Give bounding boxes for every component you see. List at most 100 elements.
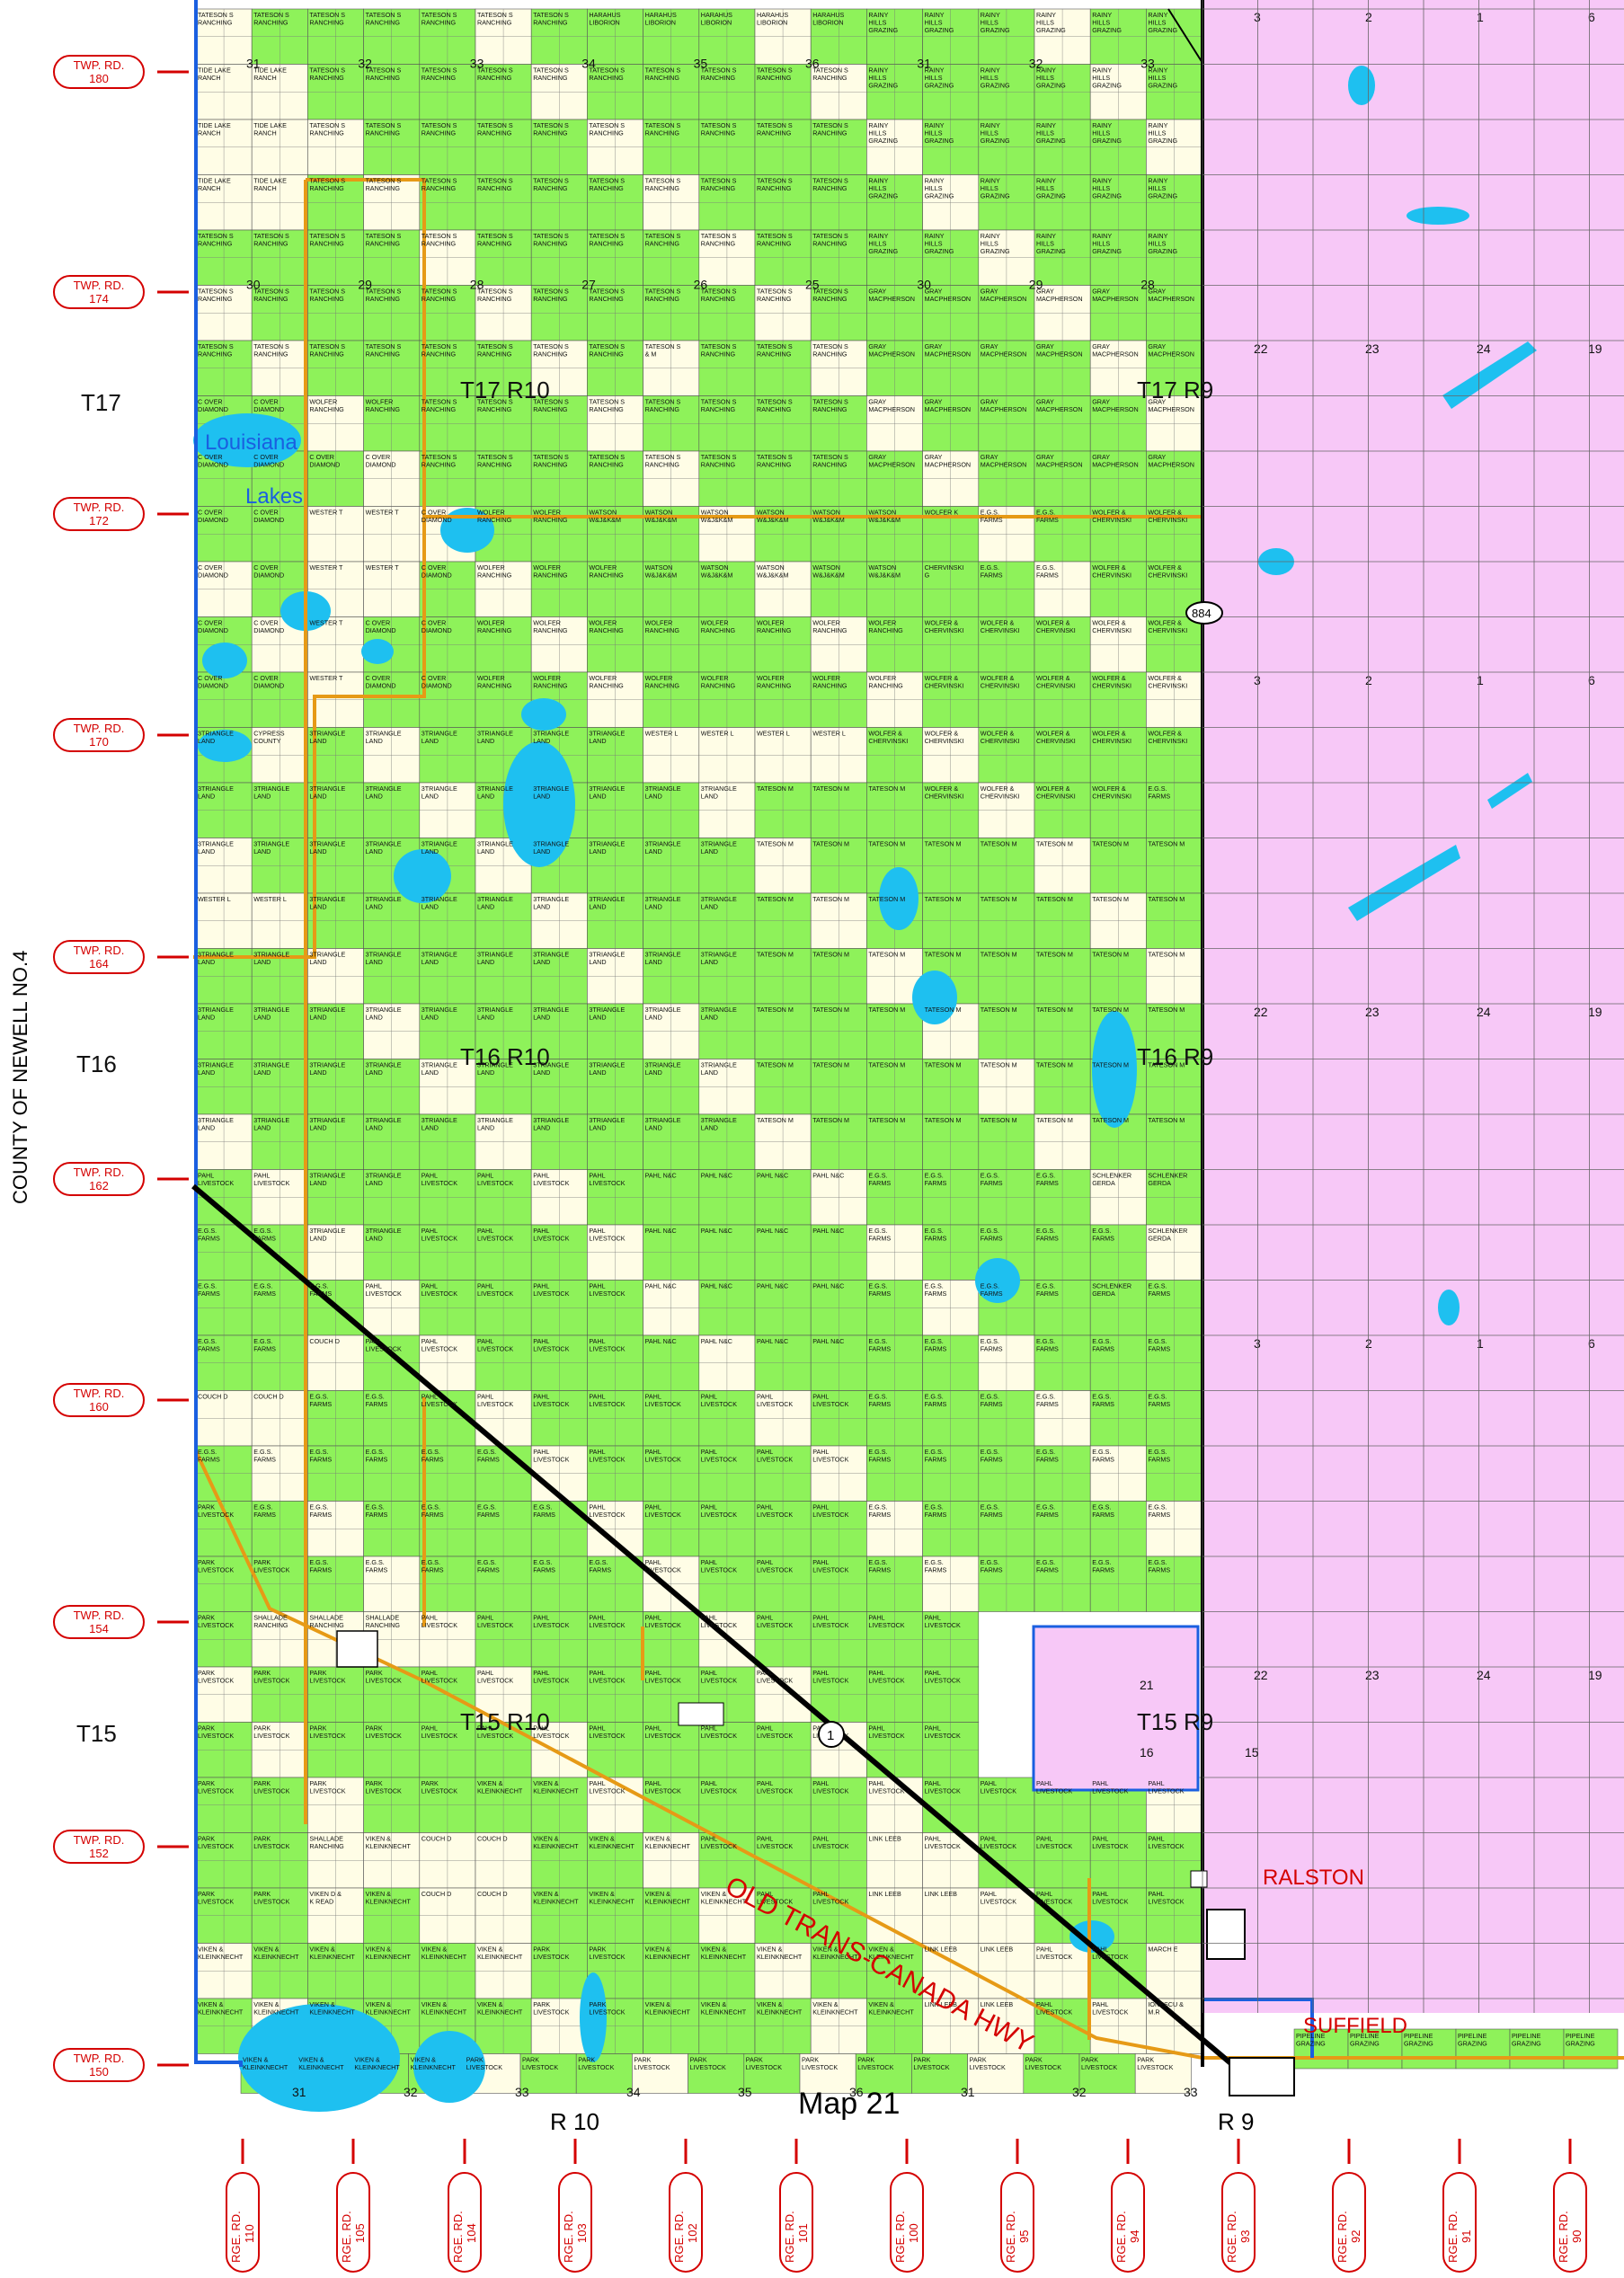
owner-label: WOLFER & CHERVINSKI: [1092, 509, 1131, 525]
parcel-cell: [855, 2053, 912, 2094]
owner-label: WOLFER & CHERVINSKI: [981, 619, 1020, 635]
section-number: 19: [1588, 341, 1602, 356]
owner-label: WESTER T: [309, 563, 343, 572]
owner-label: WATSON W&J&K&M: [701, 509, 733, 525]
section-number: 33: [1184, 2085, 1198, 2099]
owner-label: TATESON M: [925, 840, 962, 848]
owner-label: TATESON S RANCHING: [701, 342, 737, 359]
owner-label: WATSON W&J&K&M: [812, 509, 845, 525]
owner-label: TATESON S RANCHING: [645, 66, 681, 83]
owner-label: TATESON S RANCHING: [757, 453, 793, 469]
owner-label: TATESON S RANCHING: [422, 11, 457, 27]
owner-label: WATSON W&J&K&M: [589, 509, 621, 525]
section-number: 33: [1140, 57, 1155, 71]
owner-label: WOLFER & CHERVINSKI: [925, 619, 964, 635]
section-number: 1: [1477, 673, 1484, 687]
owner-label: TATESON S RANCHING: [645, 177, 681, 193]
owner-label: TATESON M: [1092, 951, 1129, 959]
section-number: 19: [1588, 1005, 1602, 1019]
range-r10-label: R 10: [550, 2108, 599, 2135]
t16r10-label: T16 R10: [460, 1043, 550, 1070]
section-number: 32: [404, 2085, 418, 2099]
owner-label: PIPELINE GRAZING: [1458, 2032, 1487, 2048]
owner-label: PAHL N&C: [645, 1172, 677, 1180]
owner-label: LINK LEEB: [868, 1835, 901, 1843]
parcel-cell: [1078, 2053, 1136, 2094]
owner-label: TATESON M: [981, 1006, 1017, 1014]
owner-label: TATESON S RANCHING: [477, 342, 513, 359]
owner-label: TATESON S RANCHING: [757, 342, 793, 359]
owner-label: TATESON S RANCHING: [309, 66, 345, 83]
owner-label: TATESON M: [1036, 951, 1073, 959]
section-number: 23: [1365, 341, 1380, 356]
t17r10-label: T17 R10: [460, 377, 550, 403]
owner-label: TATESON S RANCHING: [309, 121, 345, 137]
owner-label: PIPELINE GRAZING: [1512, 2032, 1541, 2048]
owner-label: TATESON M: [925, 951, 962, 959]
twp-road-number: 174: [89, 292, 109, 306]
owner-label: WOLFER & CHERVINSKI: [925, 730, 964, 746]
section-number: 23: [1365, 1668, 1380, 1682]
owner-label: TATESON S RANCHING: [422, 232, 457, 248]
section-number: 21: [1140, 1678, 1154, 1692]
section-number: 35: [738, 2085, 752, 2099]
owner-label: WOLFER & CHERVINSKI: [1092, 674, 1131, 690]
owner-label: TATESON M: [868, 1006, 905, 1014]
parcel-cell: [967, 2053, 1025, 2094]
owner-label: TATESON M: [757, 951, 794, 959]
owner-label: TATESON S RANCHING: [477, 232, 513, 248]
owner-label: WESTER T: [309, 674, 343, 682]
twp-road-prefix: TWP. RD.: [74, 944, 125, 957]
owner-label: COUCH D: [422, 1835, 452, 1843]
owner-label: TATESON S RANCHING: [422, 66, 457, 83]
owner-label: TATESON S RANCHING: [645, 232, 681, 248]
owner-label: TATESON M: [1148, 840, 1185, 848]
owner-label: WESTER L: [198, 895, 231, 903]
section-number: 15: [1245, 1745, 1259, 1759]
owner-label: HARAHUS LIBORION: [701, 11, 732, 27]
owner-label: TATESON S RANCHING: [366, 232, 402, 248]
section-number: 34: [581, 57, 596, 71]
twp-road-number: 172: [89, 514, 109, 527]
owner-label: PAHL N&C: [812, 1172, 844, 1180]
owner-label: LINK LEEB: [925, 1946, 958, 1954]
owner-label: TATESON S RANCHING: [253, 232, 289, 248]
owner-label: TATESON M: [868, 840, 905, 848]
owner-label: WOLFER & CHERVINSKI: [925, 784, 964, 801]
owner-label: TATESON S RANCHING: [812, 398, 848, 414]
owner-label: TATESON M: [1092, 1006, 1129, 1014]
lake: [361, 639, 394, 664]
owner-label: WESTER T: [309, 619, 343, 627]
owner-label: TATESON S RANCHING: [701, 177, 737, 193]
owner-label: TATESON M: [757, 1061, 794, 1069]
owner-label: TATESON M: [1036, 1116, 1073, 1124]
section-number: 19: [1588, 1668, 1602, 1682]
owner-label: WATSON W&J&K&M: [645, 563, 678, 580]
section-number: 3: [1254, 1336, 1261, 1351]
county-label: COUNTY OF NEWELL NO.4: [9, 951, 31, 1204]
owner-label: TATESON S RANCHING: [533, 288, 569, 304]
section-number: 32: [1072, 2085, 1087, 2099]
owner-label: TATESON S RANCHING: [198, 288, 234, 304]
owner-label: TATESON M: [868, 784, 905, 793]
highway-shield-884-label: 884: [1192, 607, 1211, 620]
owner-label: WATSON W&J&K&M: [701, 563, 733, 580]
owner-label: TATESON S RANCHING: [757, 398, 793, 414]
owner-label: WESTER L: [701, 730, 734, 738]
owner-label: COUCH D: [198, 1393, 228, 1401]
owner-label: WOLFER & CHERVINSKI: [1036, 619, 1076, 635]
section-number: 32: [1029, 57, 1043, 71]
owner-label: PAHL N&C: [812, 1227, 844, 1235]
twp-road-prefix: TWP. RD.: [74, 1609, 125, 1622]
owner-label: TATESON M: [812, 951, 849, 959]
section-number: 28: [470, 278, 484, 292]
owner-label: COUCH D: [477, 1835, 508, 1843]
section-number: 34: [626, 2085, 641, 2099]
owner-label: TATESON S RANCHING: [422, 398, 457, 414]
section-number: 30: [917, 278, 931, 292]
twp-road-prefix: TWP. RD.: [74, 279, 125, 292]
section-number: 31: [246, 57, 261, 71]
owner-label: TATESON S RANCHING: [422, 453, 457, 469]
owner-label: COUCH D: [253, 1393, 284, 1401]
owner-label: TATESON S RANCHING: [589, 121, 625, 137]
